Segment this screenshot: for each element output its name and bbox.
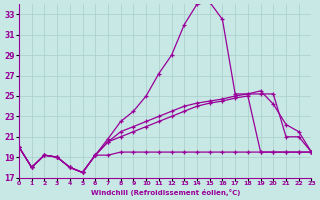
X-axis label: Windchill (Refroidissement éolien,°C): Windchill (Refroidissement éolien,°C) bbox=[91, 189, 240, 196]
